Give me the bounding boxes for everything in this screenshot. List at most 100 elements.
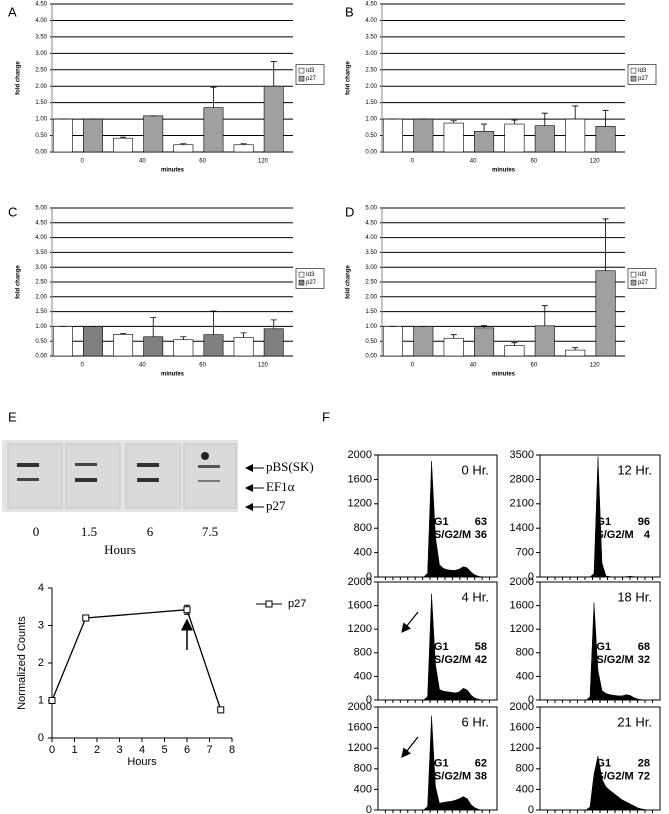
band-label: pBS(SK) (266, 459, 314, 474)
y-tick-label: 700 (516, 547, 534, 559)
panel-label: B (345, 4, 354, 19)
y-tick-label: 0.50 (35, 133, 47, 139)
legend-box (627, 268, 657, 289)
gel-band (75, 478, 97, 482)
bar (413, 326, 434, 357)
data-point (82, 614, 90, 622)
y-tick-label: 4 (38, 582, 44, 594)
y-tick-label: 0 (528, 804, 534, 814)
x-tick-label: 120 (258, 363, 269, 369)
bar (233, 337, 254, 357)
histogram-area (540, 602, 660, 701)
band-label: EF1α (266, 479, 295, 494)
gel-image (2, 440, 264, 512)
gel-lane (7, 443, 63, 509)
error-bar (602, 110, 609, 127)
y-tick-label: 1200 (348, 623, 372, 635)
gel-band (137, 463, 159, 467)
y-tick-label: 400 (354, 783, 372, 795)
bar (83, 326, 103, 357)
bar (173, 144, 194, 153)
y-tick-label: 0 (528, 571, 534, 583)
legend-swatch (298, 67, 305, 74)
y-tick-label: 0.50 (365, 133, 377, 139)
gel-lane (65, 443, 121, 509)
y-tick-label: 0 (366, 804, 372, 814)
legend-marker (265, 600, 273, 608)
y-axis-label: fold change (346, 61, 352, 95)
stat-name: G1 (596, 758, 611, 770)
panel-time-label: 6 Hr. (462, 714, 489, 729)
legend-label: p27 (306, 280, 317, 286)
y-tick-label: 1200 (348, 498, 372, 510)
x-tick-label: 0 (80, 159, 84, 165)
y-tick-label: 800 (516, 647, 534, 659)
bar (595, 126, 616, 153)
bar (143, 336, 164, 357)
y-tick-label: 4.50 (365, 2, 377, 8)
y-tick-label: 3.00 (35, 51, 47, 57)
y-tick-label: 400 (354, 547, 372, 559)
stat-name: S/G2/M (434, 771, 471, 783)
bar (83, 118, 103, 153)
legend-label: p27 (306, 76, 317, 82)
y-tick-label: 2100 (510, 498, 534, 510)
panel-time-label: 4 Hr. (462, 589, 489, 604)
bar (443, 337, 464, 357)
lane-label: 0 (33, 524, 40, 539)
error-bar (481, 325, 488, 328)
bar (263, 328, 284, 357)
y-tick-label: 0 (528, 694, 534, 706)
gel-band (17, 478, 39, 481)
annotation-arrow (401, 611, 419, 633)
stat-name: S/G2/M (596, 654, 633, 666)
y-tick-label: 0 (366, 694, 372, 706)
y-tick-label: 4.50 (35, 220, 47, 226)
x-tick-label: 40 (470, 159, 477, 165)
y-tick-label: 5.00 (35, 206, 47, 212)
x-tick-label: 3 (116, 744, 122, 756)
y-tick-label: 3 (38, 619, 44, 631)
stat-value: 96 (638, 516, 650, 528)
error-bar (120, 136, 127, 139)
y-tick-label: 4.00 (35, 235, 47, 241)
legend-label: p27 (638, 280, 649, 286)
y-tick-label: 2800 (510, 473, 534, 485)
bar (382, 118, 403, 153)
x-tick-label: 60 (531, 363, 538, 369)
y-tick-label: 1.50 (365, 309, 377, 315)
y-tick-label: 4.50 (35, 2, 47, 8)
x-tick-label: 40 (470, 363, 477, 369)
gel-band (137, 478, 159, 482)
stat-value: 36 (475, 529, 487, 541)
y-tick-label: 1600 (510, 600, 534, 612)
y-tick-label: 3.00 (365, 51, 377, 57)
y-tick-label: 3.00 (35, 265, 47, 271)
bar (474, 130, 495, 153)
y-tick-label: 1.50 (35, 309, 47, 315)
legend-label: p27 (638, 76, 649, 82)
bar (113, 137, 134, 153)
panel-time-label: 0 Hr. (462, 462, 489, 477)
gel-band (198, 465, 220, 468)
y-tick-label: 1.00 (35, 324, 47, 330)
y-tick-label: 2000 (348, 576, 372, 588)
error-bar (602, 218, 609, 271)
y-tick-label: 1600 (348, 600, 372, 612)
y-tick-label: 2000 (510, 576, 534, 588)
y-tick-label: 0.00 (365, 354, 377, 360)
data-point (183, 606, 191, 614)
y-tick-label: 3.00 (365, 265, 377, 271)
error-bar (511, 342, 518, 346)
y-tick-label: 400 (516, 670, 534, 682)
data-line (51, 609, 222, 711)
y-tick-label: 1 (38, 694, 44, 706)
bar (534, 125, 555, 153)
y-tick-label: 1200 (348, 742, 372, 754)
error-bar (150, 317, 157, 337)
y-tick-label: 3.50 (35, 34, 47, 40)
bar (233, 144, 254, 153)
bar (595, 270, 616, 357)
y-tick-label: 2000 (348, 701, 372, 713)
x-tick-label: 60 (531, 159, 538, 165)
